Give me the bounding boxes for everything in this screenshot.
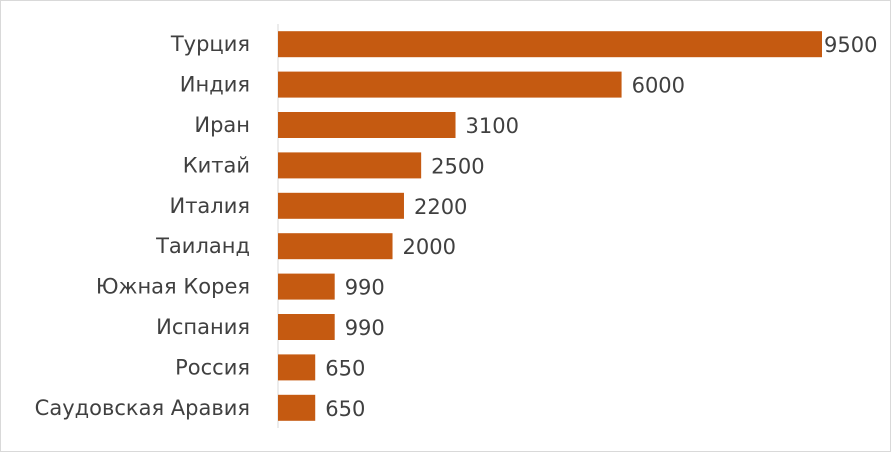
y-tick-label: Испания — [156, 315, 250, 339]
bar — [278, 314, 335, 340]
bar — [278, 71, 622, 98]
y-tick-label: Индия — [180, 73, 250, 97]
data-label: 2000 — [403, 235, 456, 259]
bar — [278, 354, 316, 381]
y-tick-label: Таиланд — [155, 234, 250, 258]
data-label: 2500 — [431, 154, 484, 178]
data-label: 990 — [345, 276, 385, 300]
bar — [278, 31, 822, 58]
data-label: 650 — [325, 356, 365, 380]
data-label: 650 — [325, 397, 365, 421]
bar — [278, 152, 422, 179]
data-label: 2200 — [414, 195, 467, 219]
y-tick-label: Китай — [183, 153, 250, 177]
bar — [278, 192, 404, 219]
data-label: 3100 — [466, 114, 519, 138]
y-tick-label: Саудовская Аравия — [35, 396, 250, 420]
y-tick-label: Россия — [175, 355, 250, 379]
data-label: 990 — [345, 316, 385, 340]
bar — [278, 273, 335, 300]
y-tick-label: Южная Корея — [96, 275, 250, 299]
y-tick-label: Турция — [170, 32, 250, 56]
data-label: 6000 — [632, 74, 685, 98]
bar — [278, 394, 316, 421]
bar — [278, 233, 393, 260]
bar — [278, 112, 456, 138]
data-label: 9500 — [824, 33, 877, 57]
y-tick-label: Иран — [194, 113, 250, 137]
y-tick-label: Италия — [169, 194, 250, 218]
